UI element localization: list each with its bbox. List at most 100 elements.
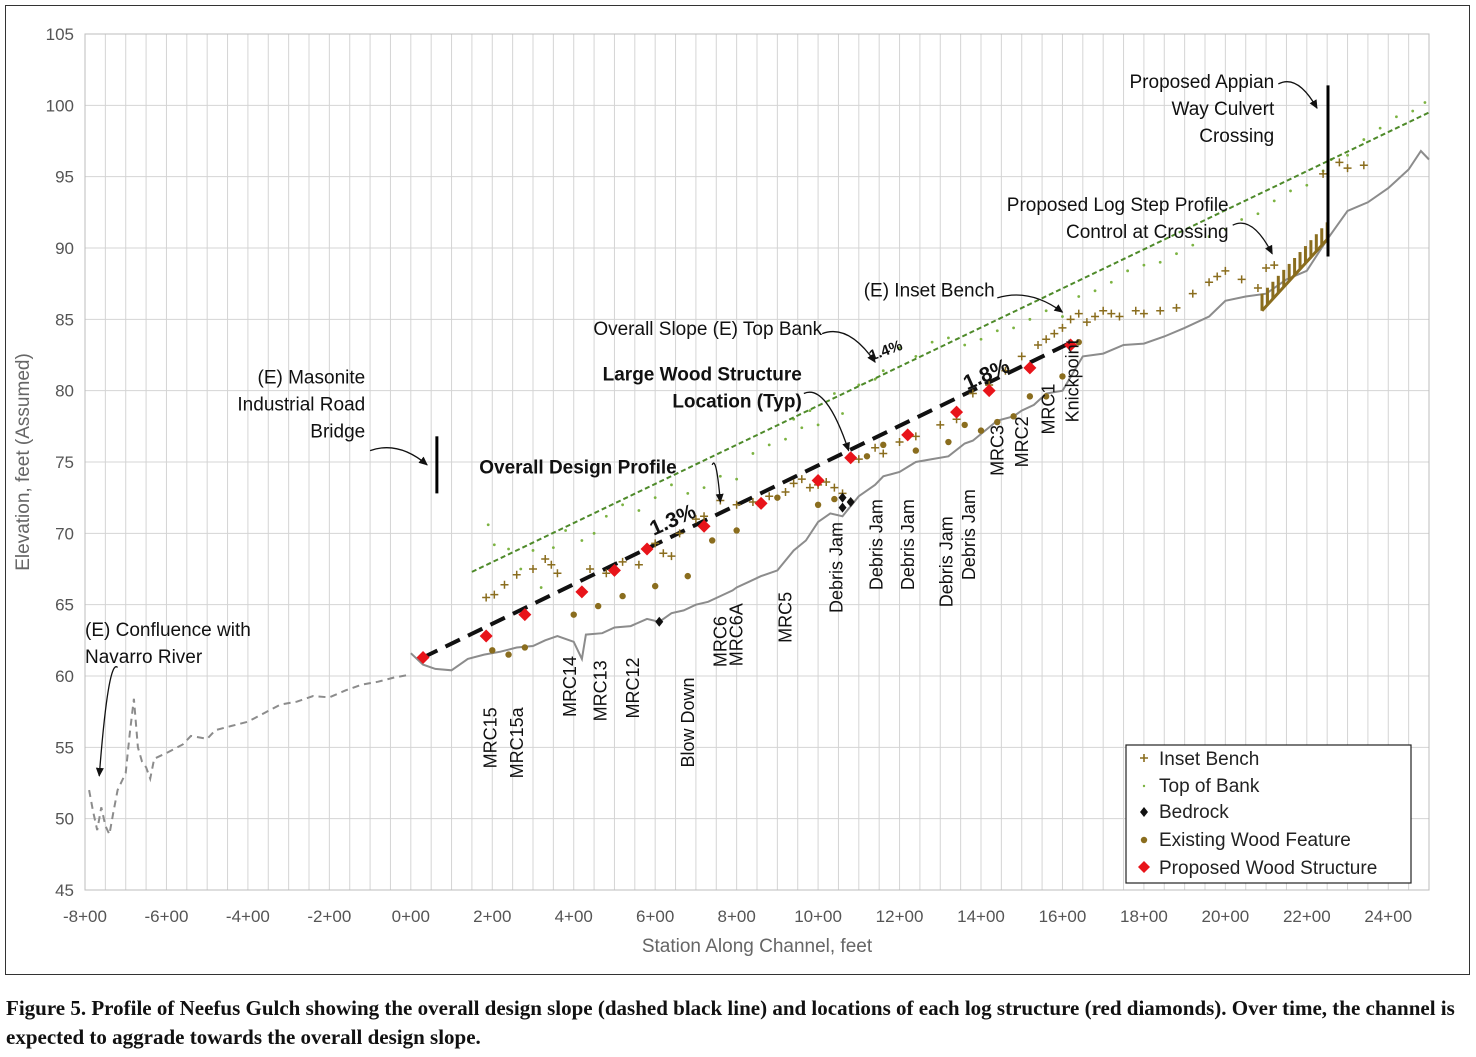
x-tick-label: -2+00 [307,907,351,926]
feature-label: MRC1 [1038,384,1058,435]
existing-wood-point [863,453,871,460]
inset-bench-point [529,565,537,573]
y-tick-label: 60 [55,667,74,686]
x-tick-label: 18+00 [1120,907,1168,926]
existing-wood-point [570,611,577,618]
y-tick-label: 55 [55,738,74,757]
inset-bench-point [1058,323,1067,332]
top-bank-slope-line [471,111,1430,573]
top-of-bank-point [963,343,967,347]
existing-wood-point [912,447,920,454]
top-of-bank-point [1175,252,1178,256]
feature-label: Debris Jam [827,522,847,613]
existing-wood-point [1010,413,1017,420]
top-of-bank-point [832,392,836,395]
annotation-line: Proposed Log Step Profile [1007,195,1229,216]
top-of-bank-point [686,491,690,495]
existing-wood-point [814,501,822,508]
feature-label: MRC12 [623,657,643,718]
feature-label: Knickpoint [1063,339,1083,422]
inset-bench-point [659,549,668,558]
legend-symbol-top-of-bank [1142,784,1146,788]
legend-symbol-inset-bench [1140,754,1148,762]
proposed-wood-point [416,650,430,664]
top-of-bank-point [816,423,820,427]
existing-wood-point [831,495,838,503]
inset-bench-point [1131,306,1140,315]
proposed-wood-point [518,608,532,622]
annotation-top_bank_slope: Overall Slope (E) Top Bank [593,319,822,340]
legend-label-inset-bench: Inset Bench [1159,749,1259,770]
y-axis-title: Elevation, feet (Assumed) [13,353,34,571]
annotation-large_wood: Large Wood Structure Location (Typ) [603,365,802,413]
inset-bench-point [1139,309,1148,318]
feature-label: MRC15a [507,706,527,778]
existing-wood-point [733,527,740,534]
existing-wood-point [1026,393,1034,400]
top-of-bank-point [784,437,787,441]
proposed-wood-point [950,405,964,419]
top-of-bank-point [914,355,918,358]
feature-label: MRC14 [560,656,580,717]
y-tick-label: 80 [55,382,74,401]
grid [84,33,1430,891]
inset-bench-point [911,432,920,441]
bedrock-point [838,502,847,513]
inset-bench-point [968,389,977,398]
inset-bench-point [1082,318,1091,327]
inset-bench-point [1253,283,1262,292]
feature-label: MRC6A [727,603,747,666]
y-tick-label: 90 [55,239,74,258]
existing-wood-point [489,647,496,654]
inset-bench-point [879,449,888,458]
top-of-bank-point [1362,138,1366,141]
inset-bench-point [1091,312,1100,321]
inset-bench-point [732,500,741,509]
top-of-bank-point [539,586,543,589]
top-of-bank-point [621,503,624,507]
top-of-bank-point [1142,263,1146,267]
top-of-bank-point [507,547,510,551]
annotation-inset_bench: (E) Inset Bench [864,281,995,302]
inset-bench-point [634,560,643,569]
top-of-bank-point [486,523,490,527]
top-of-bank-point [702,486,706,490]
inset-bench-point [1188,289,1197,298]
top-of-bank-point [564,529,567,532]
legend-box [1125,744,1412,884]
inset-bench-point [797,475,806,484]
annotation-line: (E) Inset Bench [864,281,995,302]
annotation-leader-arrow [95,666,119,777]
annotation-line: Control at Crossing [1066,222,1229,243]
inset-bench-point [512,570,521,579]
inset-bench-point [1237,275,1246,284]
legend-label-top-of-bank: Top of Bank [1159,776,1260,797]
channel-profile [410,149,1430,672]
top-of-bank-point [1109,280,1113,284]
annotation-line: Way Culvert [1171,99,1274,120]
top-of-bank-point [841,412,844,415]
annotation-leader-arrow [711,462,724,503]
y-tick-label: 45 [55,881,74,900]
feature-label: MRC2 [1012,416,1032,467]
inset-bench-point [482,593,491,602]
legend-item-inset-bench: Inset Bench [1140,749,1259,770]
y-tick-label: 105 [46,25,74,44]
x-tick-label: 16+00 [1039,907,1087,926]
x-tick-label: 22+00 [1283,907,1331,926]
top-of-bank-point [898,346,901,350]
inset-bench-point [500,580,509,589]
top-of-bank-point [531,549,535,552]
feature-label: MRC13 [590,660,610,721]
inset-bench-point [895,438,904,447]
inset-bench-point [1050,329,1059,338]
legend-item-existing-wood: Existing Wood Feature [1140,830,1351,851]
top-of-bank-point [1207,235,1211,238]
feature-label: MRC3 [987,425,1007,476]
proposed-wood-point [479,629,493,643]
x-tick-label: 2+00 [473,907,511,926]
legend-item-top-of-bank: Top of Bank [1142,776,1260,797]
inset-bench-point [1262,263,1271,272]
existing-wood-point [684,572,691,580]
proposed-wood-point [811,474,825,488]
